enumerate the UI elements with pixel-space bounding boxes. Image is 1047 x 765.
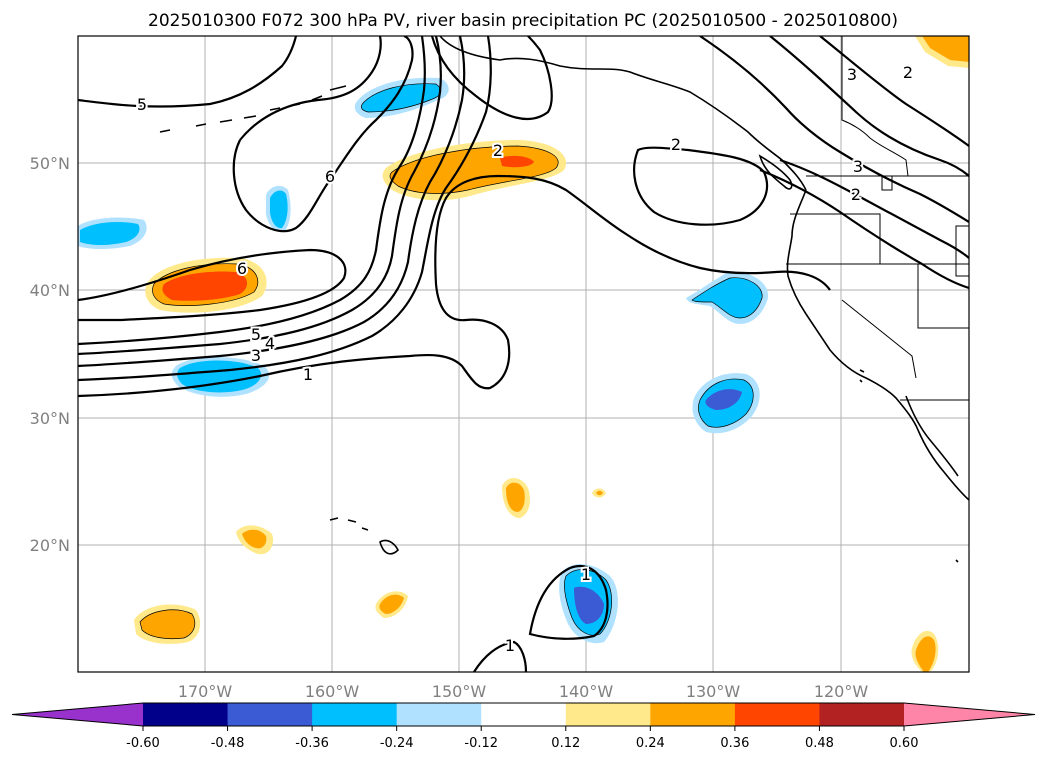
pv-contour-2-east <box>819 36 969 147</box>
contour-label-3-ne: 3 <box>847 65 857 84</box>
colorbar-tick-label: -0.12 <box>464 736 498 751</box>
lon-labels: 170°W 160°W 150°W 140°W 130°W 120°W <box>178 682 869 701</box>
colorbar-bin <box>312 703 398 726</box>
hawaii <box>329 517 399 555</box>
colorbar-extend-min <box>12 703 143 726</box>
pv-contours <box>78 36 969 672</box>
map-title: 2025010300 F072 300 hPa PV, river basin … <box>148 11 898 31</box>
contour-label-2-east: 2 <box>851 185 861 204</box>
pv-contour-3-east <box>699 36 969 223</box>
colorbar-tick-label: -0.60 <box>126 736 160 751</box>
colorbar-tick-label: -0.36 <box>295 736 329 751</box>
colorbar-bin <box>396 703 482 726</box>
colorbar-tick-label: 0.60 <box>890 736 919 751</box>
pv-contour-2-central <box>78 36 492 382</box>
borders <box>786 36 969 401</box>
colorbar-bin <box>734 703 820 726</box>
pv-contour-6-west <box>78 248 347 322</box>
contour-label-2-central: 2 <box>493 141 503 160</box>
baja-coast <box>905 395 959 477</box>
colorbar-bin <box>481 703 567 726</box>
alaska-coast <box>439 36 807 191</box>
contour-label-6-loop: 6 <box>325 167 335 186</box>
gridlines <box>78 36 969 672</box>
contour-label-4: 4 <box>265 334 275 353</box>
lon-label-120w: 120°W <box>814 682 869 701</box>
lon-label-170w: 170°W <box>178 682 233 701</box>
lat-labels: 50°N 40°N 30°N 20°N <box>30 154 70 555</box>
lat-label-50n: 50°N <box>30 154 70 173</box>
colorbar-tick-label: 0.48 <box>805 736 834 751</box>
contour-label-5-north: 5 <box>137 95 147 114</box>
colorbar-bin <box>565 703 651 726</box>
map-area <box>78 36 969 672</box>
lon-label-150w: 150°W <box>432 682 487 701</box>
colorbar-bin <box>143 703 229 726</box>
colorbar-extend-max <box>904 703 1035 726</box>
colorbar-tick-label: 0.36 <box>720 736 749 751</box>
colorbar-bin <box>650 703 736 726</box>
contour-label-2-ne: 2 <box>903 63 913 82</box>
contour-label-1-bottom: 1 <box>505 636 515 655</box>
contour-label-2-loop: 2 <box>671 135 681 154</box>
contour-label-3-east: 3 <box>853 157 863 176</box>
colorbar-bin <box>819 703 905 726</box>
map-frame <box>77 35 970 673</box>
coastlines <box>159 36 969 563</box>
colorbar-bin <box>227 703 313 726</box>
pv-contour-6-loop <box>232 36 414 233</box>
pv-contour-1-south <box>528 564 609 640</box>
pv-contour-4 <box>78 36 442 356</box>
pv-contour-labels: 5 6 6 5 4 3 1 2 2 3 2 3 2 1 1 <box>135 61 915 657</box>
lon-label-140w: 140°W <box>559 682 614 701</box>
pv-contour-1 <box>78 174 831 398</box>
lat-label-20n: 20°N <box>30 536 70 555</box>
colorbar-tick-label: -0.48 <box>211 736 245 751</box>
colorbar: -0.60 -0.48 -0.36 -0.24 -0.12 0.12 0.24 0.36 0.4… <box>11 702 1036 751</box>
contour-label-5: 5 <box>251 325 261 344</box>
lat-label-40n: 40°N <box>30 281 70 300</box>
west-coast <box>786 189 969 501</box>
contour-label-1: 1 <box>303 365 313 384</box>
colorbar-tick-label: 0.12 <box>551 736 580 751</box>
pv-contour-3 <box>78 36 466 368</box>
pv-contour-5 <box>78 36 426 346</box>
pv-contour-5-north <box>78 36 298 108</box>
coast-islands <box>859 369 959 563</box>
lat-label-30n: 30°N <box>30 409 70 428</box>
lon-label-130w: 130°W <box>686 682 741 701</box>
colorbar-tick-label: -0.24 <box>380 736 414 751</box>
pv-contour-2-loop <box>633 146 769 226</box>
contour-label-1-south: 1 <box>581 565 591 584</box>
lon-label-160w: 160°W <box>305 682 360 701</box>
colorbar-tick-label: 0.24 <box>636 736 665 751</box>
contour-label-6-west: 6 <box>237 259 247 278</box>
contour-label-3: 3 <box>251 346 261 365</box>
